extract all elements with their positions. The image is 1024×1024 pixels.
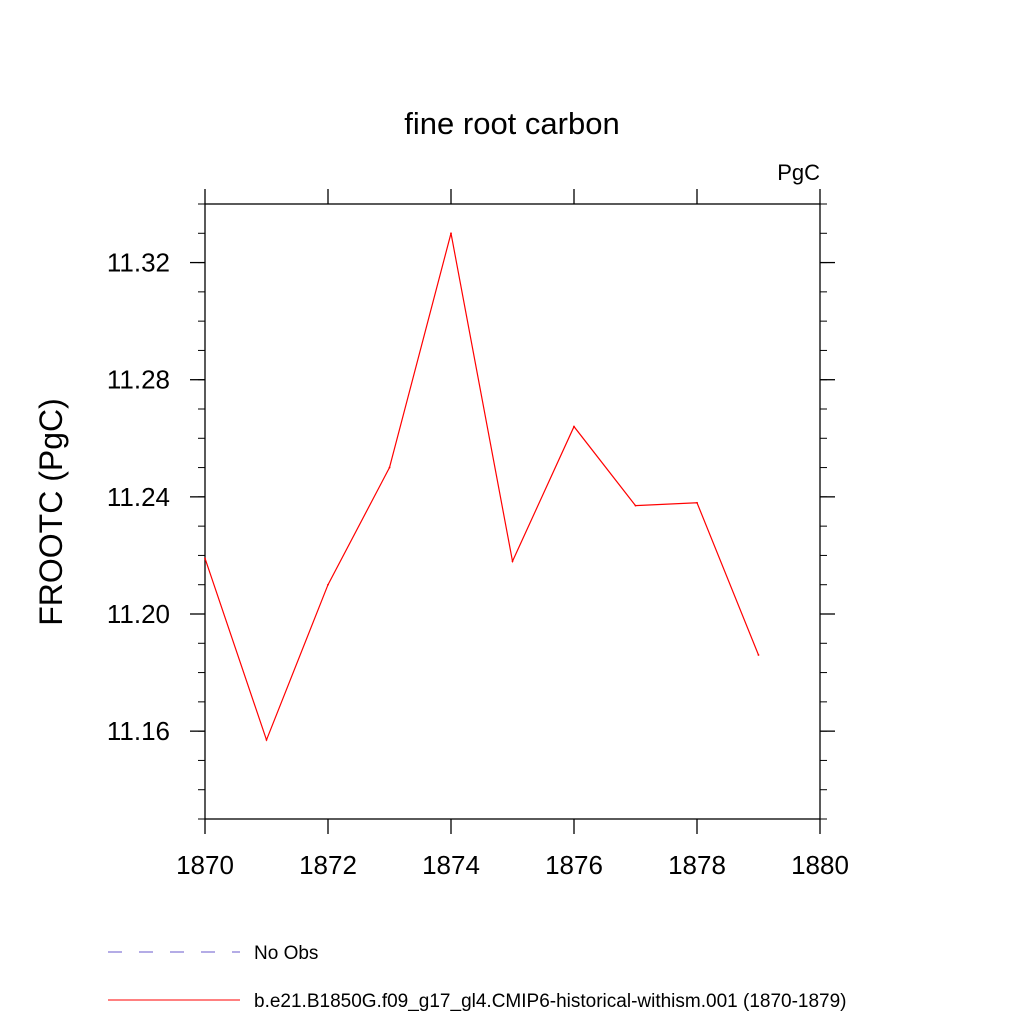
- y-axis-label: FROOTC (PgC): [33, 398, 69, 626]
- legend-label: No Obs: [254, 943, 318, 964]
- data-point: [388, 466, 391, 469]
- y-tick-label: 11.20: [107, 599, 170, 629]
- legend: No Obs b.e21.B1850G.f09_g17_gl4.CMIP6-his…: [108, 943, 847, 1012]
- plot-area-frame: [204, 203, 821, 820]
- x-tick-label: 1878: [668, 850, 726, 880]
- x-tick-label: 1880: [791, 850, 849, 880]
- y-tick-label: 11.16: [107, 716, 170, 746]
- data-point: [450, 232, 452, 235]
- y-tick-label: 11.28: [107, 365, 170, 395]
- chart-title: fine root carbon: [404, 106, 619, 141]
- data-point: [757, 654, 760, 656]
- data-point: [511, 560, 514, 563]
- axis-ticks: [190, 189, 835, 834]
- data-point: [265, 739, 268, 741]
- x-tick-label: 1872: [299, 850, 357, 880]
- data-point: [204, 557, 206, 560]
- legend-label: b.e21.B1850G.f09_g17_gl4.CMIP6-historica…: [254, 991, 847, 1012]
- axis-tick-labels: 1870 1872 1874 1876 1878 1880 11.16 11.20 11.24 1…: [107, 248, 849, 880]
- y-tick-label: 11.32: [107, 248, 170, 278]
- x-tick-label: 1870: [176, 850, 234, 880]
- data-point: [573, 425, 575, 428]
- y-tick-label: 11.24: [107, 482, 170, 512]
- units-label: PgC: [777, 160, 820, 185]
- series-line: [204, 233, 760, 742]
- data-point: [327, 583, 329, 586]
- x-tick-label: 1876: [545, 850, 603, 880]
- data-point: [634, 504, 637, 507]
- x-tick-label: 1874: [422, 850, 480, 880]
- data-series: [204, 232, 760, 742]
- data-point: [696, 501, 698, 504]
